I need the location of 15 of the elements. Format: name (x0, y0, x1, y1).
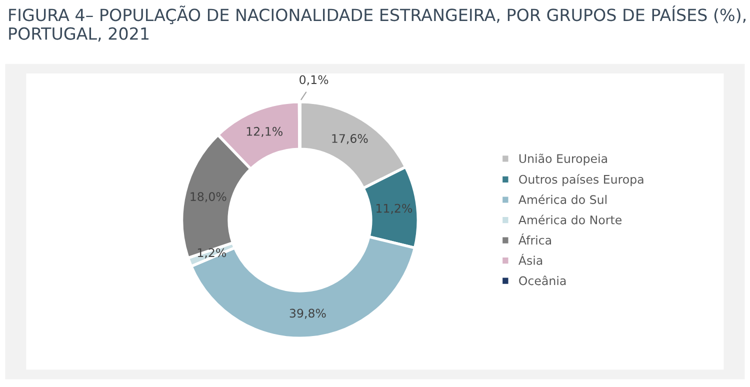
legend-label: Outros países Europa (519, 174, 644, 186)
legend-label: África (518, 234, 551, 245)
data-label: 18,0% (190, 192, 226, 202)
data-label: 0,1% (300, 75, 328, 86)
legend-label: Oceânia (519, 276, 566, 286)
data-label: 39,8% (290, 308, 326, 319)
data-label: 12,1% (246, 126, 282, 138)
data-label: 1,2% (198, 248, 226, 258)
chart-title: FIGURA 4– POPULAÇÃO DE NACIONALIDADE ESTRANGEIRA, POR GRUPOS DE PAÍSES (%), PORTUGAL, 2021 (9, 6, 746, 42)
data-label: 17,6% (332, 134, 368, 144)
legend-label: União Europeia (519, 154, 607, 166)
data-label: 11,2% (376, 204, 412, 214)
legend-label: América do Norte (518, 214, 622, 224)
legend-label: América do Sul (518, 194, 606, 204)
legend-label: Ásia (518, 254, 542, 265)
